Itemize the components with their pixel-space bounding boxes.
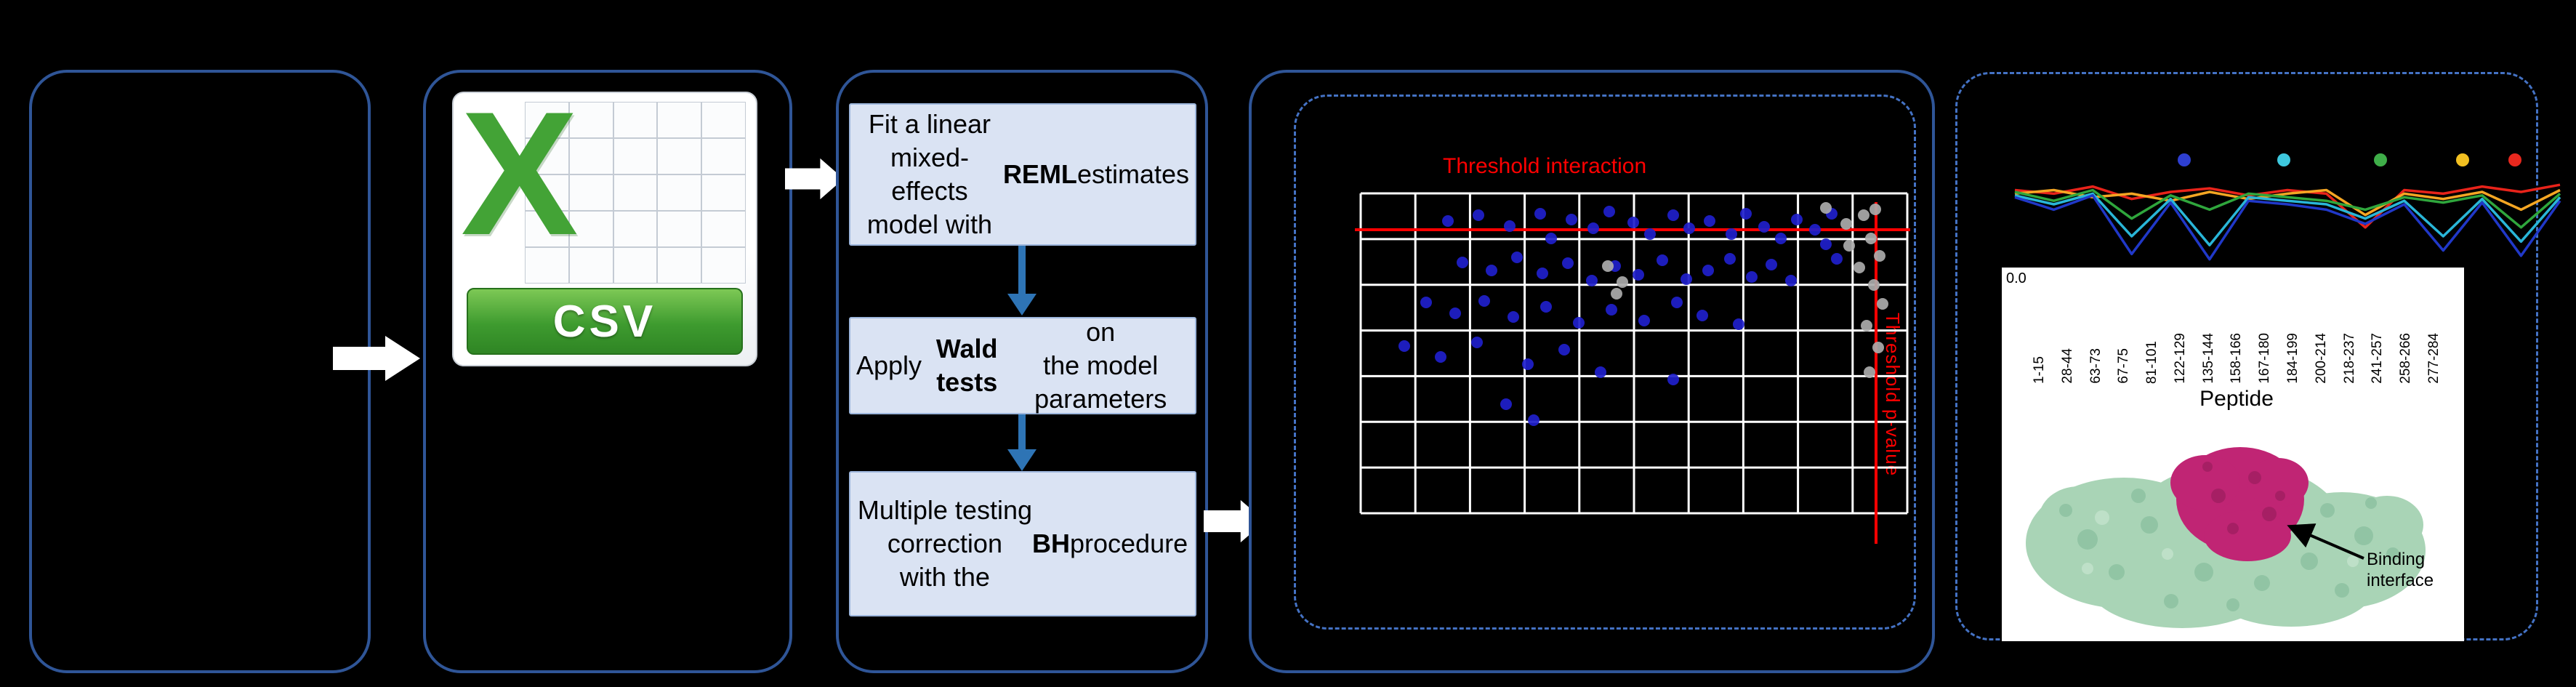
peptide-tick-label: 28-44 xyxy=(2059,348,2075,384)
peptide-tick-label: 241-257 xyxy=(2370,333,2386,384)
step-text: estimates xyxy=(1076,158,1189,189)
peptide-tick-label: 1-15 xyxy=(2032,355,2047,384)
peptide-axis-panel: 0.0 1-15 28-44 63-73 67-75 81-101 122-129 135-… xyxy=(2002,268,2464,641)
peptide-tick-label: 218-237 xyxy=(2341,333,2357,384)
panel-interaction-plot xyxy=(1249,70,1935,673)
excel-x-icon: X xyxy=(461,76,579,272)
scatter-gridlines xyxy=(1359,192,1909,515)
step-text: Fit a linear mixed- effects model with xyxy=(866,108,992,240)
annotation-arrow-icon xyxy=(2287,523,2364,560)
peptide-tick-label: 200-214 xyxy=(2313,333,2329,384)
peptide-tick-label: 122-129 xyxy=(2172,333,2188,384)
arrow-right-icon xyxy=(333,336,420,381)
step-keyword: REML xyxy=(1002,158,1077,189)
binding-region-texture xyxy=(2202,462,2285,534)
dashed-frame xyxy=(1294,95,1916,630)
threshold-lines xyxy=(1355,202,1910,544)
protein-surface-texture xyxy=(2059,489,2399,611)
peptide-tick-label: 135-144 xyxy=(2200,333,2216,384)
peptide-tick-label: 67-75 xyxy=(2116,348,2132,384)
step-text: Multiple testing correction with the xyxy=(857,494,1032,592)
peptide-tick-label: 81-101 xyxy=(2144,340,2160,384)
binding-interface-label: Binding interface xyxy=(2367,550,2434,590)
spreadsheet-grid-icon xyxy=(525,102,746,284)
peptide-tick-label: 167-180 xyxy=(2257,333,2273,384)
protein-structure-image xyxy=(2026,447,2426,628)
scatter-points xyxy=(1398,202,1888,426)
y-axis-tick-label: 0.0 xyxy=(2006,270,2026,286)
peptide-tick-label: 184-199 xyxy=(2285,333,2301,384)
threshold-pvalue-label: Threshold p-value xyxy=(1882,313,1904,477)
arrow-down-icon xyxy=(1007,246,1037,316)
step-fit-model: Fit a linear mixed- effects model with R… xyxy=(849,103,1196,246)
csv-file-icon: X CSV xyxy=(452,76,757,366)
step-bh-correction: Multiple testing correction with the BH … xyxy=(849,471,1196,616)
step-wald-tests: Apply Wald tests on the model parameters xyxy=(849,317,1196,414)
step-text: procedure xyxy=(1070,528,1188,558)
profile-lines xyxy=(2014,183,2561,261)
peptide-tick-label: 277-284 xyxy=(2426,333,2442,384)
step-keyword: Wald tests xyxy=(935,333,998,397)
step-text: on the model parameters xyxy=(1034,316,1167,414)
threshold-interaction-label: Threshold interaction xyxy=(1443,154,1647,178)
csv-banner-label: CSV xyxy=(467,288,743,355)
binding-interface-region xyxy=(2170,447,2309,561)
arrow-down-icon xyxy=(1007,414,1037,471)
peptide-tick-labels: 1-15 28-44 63-73 67-75 81-101 122-129 135-144 1… xyxy=(2032,273,2442,384)
peptide-profile-chart xyxy=(2014,153,2561,261)
peptide-tick-label: 63-73 xyxy=(2088,348,2104,384)
legend-dots xyxy=(2178,153,2521,166)
x-axis-title: Peptide xyxy=(2199,387,2274,411)
arrow-right-icon xyxy=(785,158,844,200)
step-keyword: BH xyxy=(1032,528,1070,558)
step-text: Apply xyxy=(856,350,922,380)
interaction-scatter-plot xyxy=(1355,192,1910,544)
peptide-tick-label: 258-266 xyxy=(2398,333,2414,384)
peptide-tick-label: 158-166 xyxy=(2229,333,2245,384)
panel-input xyxy=(29,70,371,673)
